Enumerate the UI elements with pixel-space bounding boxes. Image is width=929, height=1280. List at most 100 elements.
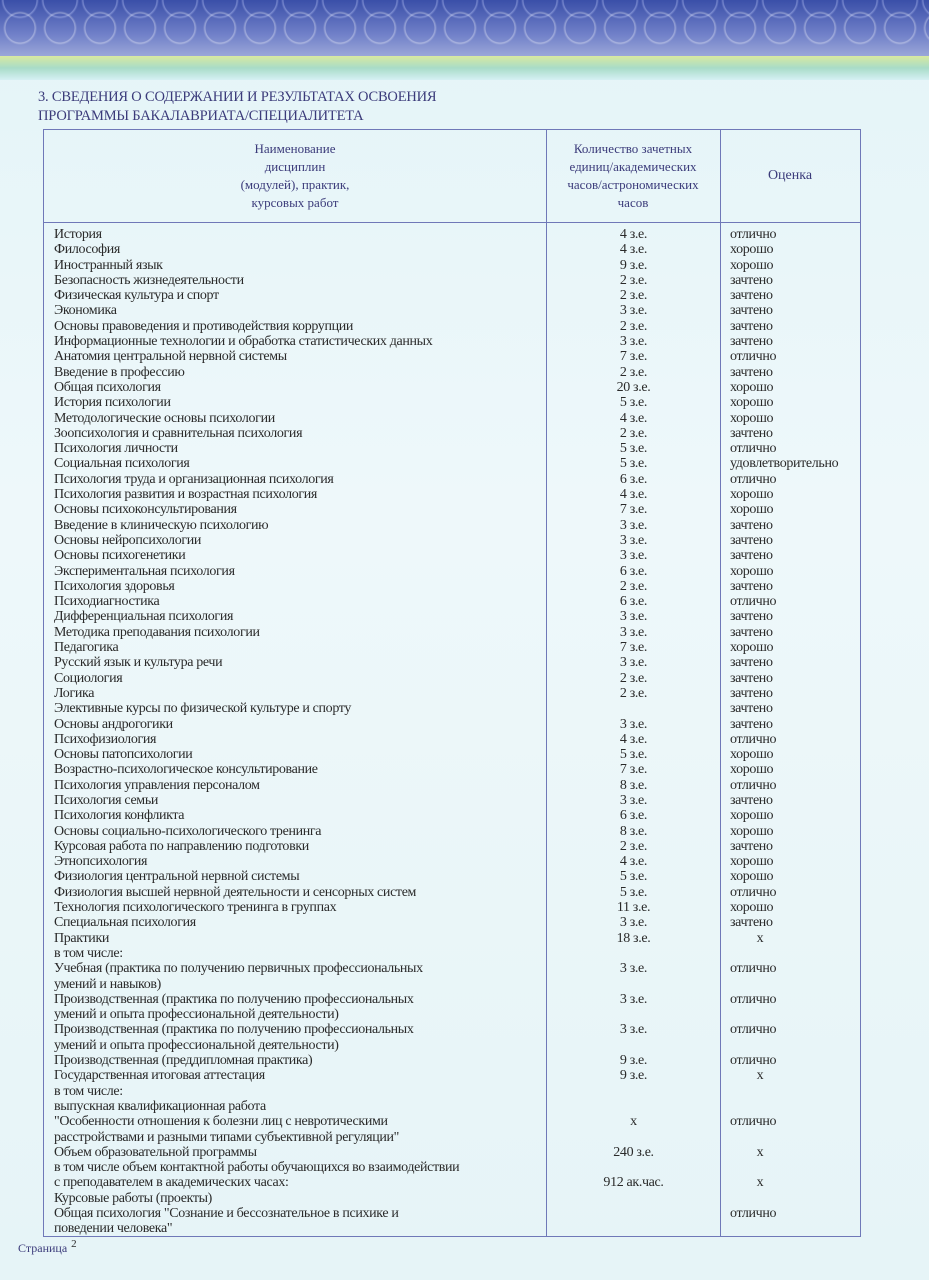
discipline-name: Психология здоровья xyxy=(54,578,175,594)
credits-value: 2 з.е. xyxy=(619,288,648,304)
table-row: с преподавателем в академических часах: 9… xyxy=(54,1175,860,1190)
table-row: Общая психология "Сознание и бессознател… xyxy=(54,1206,860,1221)
credits-value: 3 з.е. xyxy=(619,532,648,548)
grade-value: зачтено xyxy=(730,425,773,441)
grade-value: зачтено xyxy=(730,792,773,808)
table-row: Производственная (практика по получению … xyxy=(54,992,860,1007)
discipline-name: Курсовые работы (проекты) xyxy=(54,1190,212,1206)
page-number: 2 xyxy=(71,1238,77,1250)
grade-value: зачтено xyxy=(730,288,773,304)
grade-value: хорошо xyxy=(730,257,774,273)
discipline-name: Физиология высшей нервной деятельности и… xyxy=(54,884,417,900)
credits-value: 18 з.е. xyxy=(616,930,651,946)
header-credits: Количество зачетных единиц/академических… xyxy=(567,141,699,210)
discipline-name: Введение в клиническую психологию xyxy=(54,517,269,533)
table-row: Производственная (преддипломная практика… xyxy=(54,1053,860,1068)
credits-value: 3 з.е. xyxy=(619,334,648,350)
credits-value: 7 з.е. xyxy=(619,502,648,518)
discipline-name: Физическая культура и спорт xyxy=(54,288,219,304)
grade-value: отлично xyxy=(730,777,777,793)
grade-value: отлично xyxy=(730,349,777,365)
discipline-name: Психология труда и организационная психо… xyxy=(54,471,334,487)
discipline-name: Общая психология xyxy=(54,379,161,395)
credits-value: 2 з.е. xyxy=(619,318,648,334)
table-row: Психология труда и организационная психо… xyxy=(54,472,860,487)
credits-value: 3 з.е. xyxy=(619,517,648,533)
section-title-line: ПРОГРАММЫ БАКАЛАВРИАТА/СПЕЦИАЛИТЕТА xyxy=(38,108,364,124)
credits-value: 7 з.е. xyxy=(619,349,648,365)
table-row: Методологические основы психологии 4 з.е.… xyxy=(54,411,860,426)
table-row: Безопасность жизнедеятельности 2 з.е. зачт… xyxy=(54,273,860,288)
discipline-name: Логика xyxy=(54,685,95,701)
grade-value: зачтено xyxy=(730,609,773,625)
table-row: Логика 2 з.е. зачтено xyxy=(54,686,860,701)
table-row: Русский язык и культура речи 3 з.е. зачтен… xyxy=(54,655,860,670)
discipline-name: Объем образовательной программы xyxy=(54,1144,257,1160)
discipline-name: Безопасность жизнедеятельности xyxy=(54,272,244,288)
discipline-name: Этнопсихология xyxy=(54,854,148,870)
table-row: Основы правоведения и противодействия ко… xyxy=(54,319,860,334)
credits-value: 9 з.е. xyxy=(619,257,648,273)
credits-value: 2 з.е. xyxy=(619,838,648,854)
grade-value: зачтено xyxy=(730,334,773,350)
section-title: 3. СВЕДЕНИЯ О СОДЕРЖАНИИ И РЕЗУЛЬТАТАХ О… xyxy=(38,88,437,126)
discipline-name: Зоопсихология и сравнительная психология xyxy=(54,425,303,441)
table-row: Государственная итоговая аттестация 9 з.е… xyxy=(54,1068,860,1083)
credits-value: 5 з.е. xyxy=(619,395,648,411)
discipline-name: Государственная итоговая аттестация xyxy=(54,1068,265,1084)
discipline-name: Дифференциальная психология xyxy=(54,609,234,625)
grade-value: зачтено xyxy=(730,624,773,640)
discipline-name: Технология психологического тренинга в г… xyxy=(54,900,337,916)
discipline-name: Специальная психология xyxy=(54,915,196,931)
grade-value: х xyxy=(756,1068,764,1084)
table-row: Педагогика 7 з.е. хорошо xyxy=(54,640,860,655)
discipline-name: Основы андрогогики xyxy=(54,716,173,732)
discipline-name: Психология управления персоналом xyxy=(54,777,260,793)
discipline-name: расстройствами и разными типами субъекти… xyxy=(54,1129,400,1145)
table-row: Практики 18 з.е. х xyxy=(54,931,860,946)
grade-value: отлично xyxy=(730,731,777,747)
credits-value: 2 з.е. xyxy=(619,272,648,288)
grade-value: зачтено xyxy=(730,716,773,732)
table-row: в том числе: xyxy=(54,946,860,961)
table-row: Психология здоровья 2 з.е. зачтено xyxy=(54,579,860,594)
table-row: Объем образовательной программы 240 з.е. х xyxy=(54,1145,860,1160)
credits-value: 6 з.е. xyxy=(619,594,648,610)
credits-value: 7 з.е. xyxy=(619,762,648,778)
credits-value: 3 з.е. xyxy=(619,792,648,808)
table-row: Психофизиология 4 з.е. отлично xyxy=(54,732,860,747)
grade-value: зачтено xyxy=(730,655,773,671)
grade-value: хорошо xyxy=(730,747,774,763)
grade-value: отлично xyxy=(730,1114,777,1130)
discipline-name: Основы нейропсихологии xyxy=(54,532,202,548)
grade-value: зачтено xyxy=(730,517,773,533)
table-row: Введение в клиническую психологию 3 з.е. з… xyxy=(54,518,860,533)
grade-value: х xyxy=(756,930,764,946)
grade-value: хорошо xyxy=(730,762,774,778)
grade-value: отлично xyxy=(730,961,777,977)
table-row: Анатомия центральной нервной системы 7 з.… xyxy=(54,349,860,364)
table-row: Курсовые работы (проекты) xyxy=(54,1191,860,1206)
table-row: умений и навыков) xyxy=(54,977,860,992)
grade-value: зачтено xyxy=(730,318,773,334)
discipline-name: Методологические основы психологии xyxy=(54,410,275,426)
discipline-name: Психофизиология xyxy=(54,731,157,747)
grade-value: хорошо xyxy=(730,808,774,824)
table-row: в том числе: xyxy=(54,1084,860,1099)
credits-value: 5 з.е. xyxy=(619,747,648,763)
table-row: Экспериментальная психология 6 з.е. хорошо xyxy=(54,564,860,579)
credits-value: 3 з.е. xyxy=(619,991,648,1007)
column-divider xyxy=(546,130,547,1236)
table-row: Психология развития и возрастная психоло… xyxy=(54,487,860,502)
table-row: Физиология центральной нервной системы 5 … xyxy=(54,869,860,884)
discipline-name: Основы психоконсультирования xyxy=(54,502,237,518)
credits-value: 4 з.е. xyxy=(619,487,648,503)
table-row: Курсовая работа по направлению подготовк… xyxy=(54,839,860,854)
table-row: Методика преподавания психологии 3 з.е. за… xyxy=(54,625,860,640)
table-row: Психология управления персоналом 8 з.е. от… xyxy=(54,778,860,793)
discipline-name: в том числе: xyxy=(54,945,123,961)
credits-value: 6 з.е. xyxy=(619,471,648,487)
credits-value: 6 з.е. xyxy=(619,563,648,579)
table-row: Информационные технологии и обработка ст… xyxy=(54,334,860,349)
header-divider xyxy=(44,222,860,223)
